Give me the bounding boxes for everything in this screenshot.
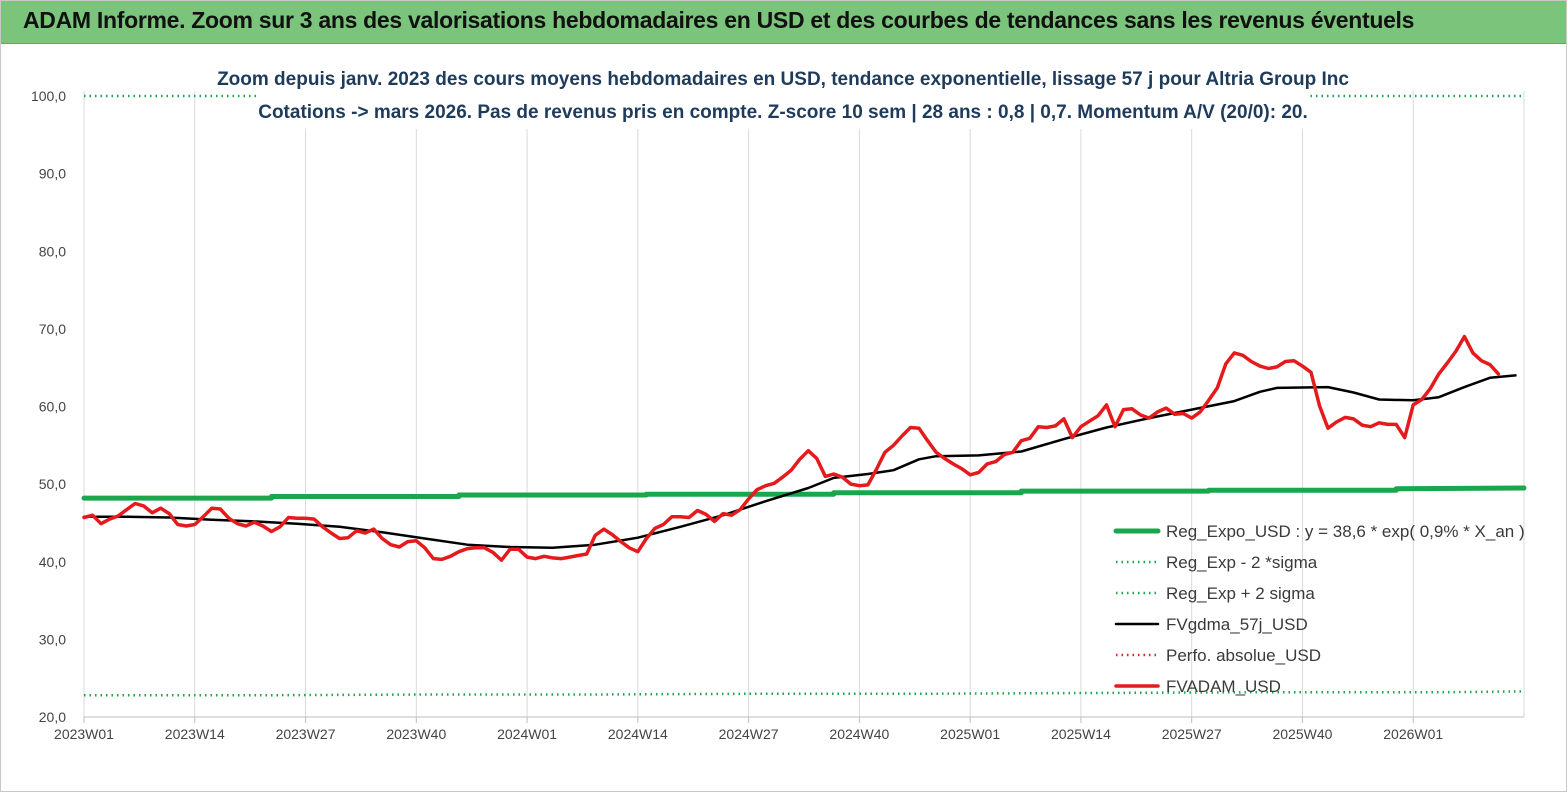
x-tick-label: 2023W01	[54, 726, 114, 742]
y-tick-label: 90,0	[39, 166, 66, 182]
x-tick-label: 2023W27	[276, 726, 336, 742]
y-tick-label: 30,0	[39, 631, 66, 647]
series-line-fvadam-usd	[82, 334, 1501, 562]
x-tick-label: 2024W14	[608, 726, 668, 742]
chart-subtitle: Cotations -> mars 2026. Pas de revenus p…	[258, 102, 1308, 123]
series-line-fvgdma-57j-usd	[82, 374, 1517, 550]
legend-label-perfo-absolue-usd: Perfo. absolue_USD	[1166, 646, 1321, 665]
legend: Reg_Expo_USD : y = 38,6 * exp( 0,9% * X_…	[1113, 522, 1525, 696]
x-tick-label: 2025W01	[940, 726, 1000, 742]
chart-title: Zoom depuis janv. 2023 des cours moyens …	[217, 69, 1349, 90]
legend-label-fvadam-usd: FVADAM_USD	[1166, 677, 1281, 696]
legend-label-fvgdma-57j-usd: FVgdma_57j_USD	[1166, 615, 1308, 634]
x-tick-label: 2025W14	[1051, 726, 1111, 742]
grid	[83, 91, 1525, 717]
legend-label-reg-exp-2-sigma: Reg_Exp + 2 sigma	[1166, 584, 1315, 603]
x-tick-label: 2024W01	[497, 726, 557, 742]
y-tick-label: 100,0	[31, 88, 66, 104]
x-tick-label: 2024W40	[829, 726, 889, 742]
series-line-reg-exp-2-sigma	[84, 690, 1525, 697]
header-bar: ADAM Informe. Zoom sur 3 ans des valoris…	[1, 1, 1566, 44]
y-tick-label: 70,0	[39, 321, 66, 337]
x-tick-label: 2025W40	[1272, 726, 1332, 742]
y-tick-label: 40,0	[39, 554, 66, 570]
y-tick-label: 50,0	[39, 476, 66, 492]
chart-title-background	[259, 61, 1309, 129]
legend-label-reg-expo-usd-y-38-6-exp-0-9-x-an: Reg_Expo_USD : y = 38,6 * exp( 0,9% * X_…	[1166, 522, 1525, 541]
y-tick-label: 60,0	[39, 399, 66, 415]
x-tick-label: 2026W01	[1383, 726, 1443, 742]
y-tick-label: 20,0	[39, 709, 66, 725]
y-tick-label: 80,0	[39, 243, 66, 259]
x-tick-label: 2025W27	[1162, 726, 1222, 742]
chart-title-block: Zoom depuis janv. 2023 des cours moyens …	[217, 61, 1349, 129]
series	[81, 94, 1527, 697]
x-tick-label: 2023W40	[386, 726, 446, 742]
page-title: ADAM Informe. Zoom sur 3 ans des valoris…	[23, 7, 1415, 33]
series-line-reg-expo-usd-y-38-6-exp-0-9-x-an	[81, 485, 1527, 501]
x-tick-label: 2023W14	[165, 726, 225, 742]
axes: 20,0 30,0 40,0 50,0 60,0 70,0 80,0 90,0 100,0 202…	[31, 88, 1524, 742]
legend-label-reg-exp-2-sigma: Reg_Exp - 2 *sigma	[1166, 553, 1318, 572]
x-tick-label: 2024W27	[719, 726, 779, 742]
